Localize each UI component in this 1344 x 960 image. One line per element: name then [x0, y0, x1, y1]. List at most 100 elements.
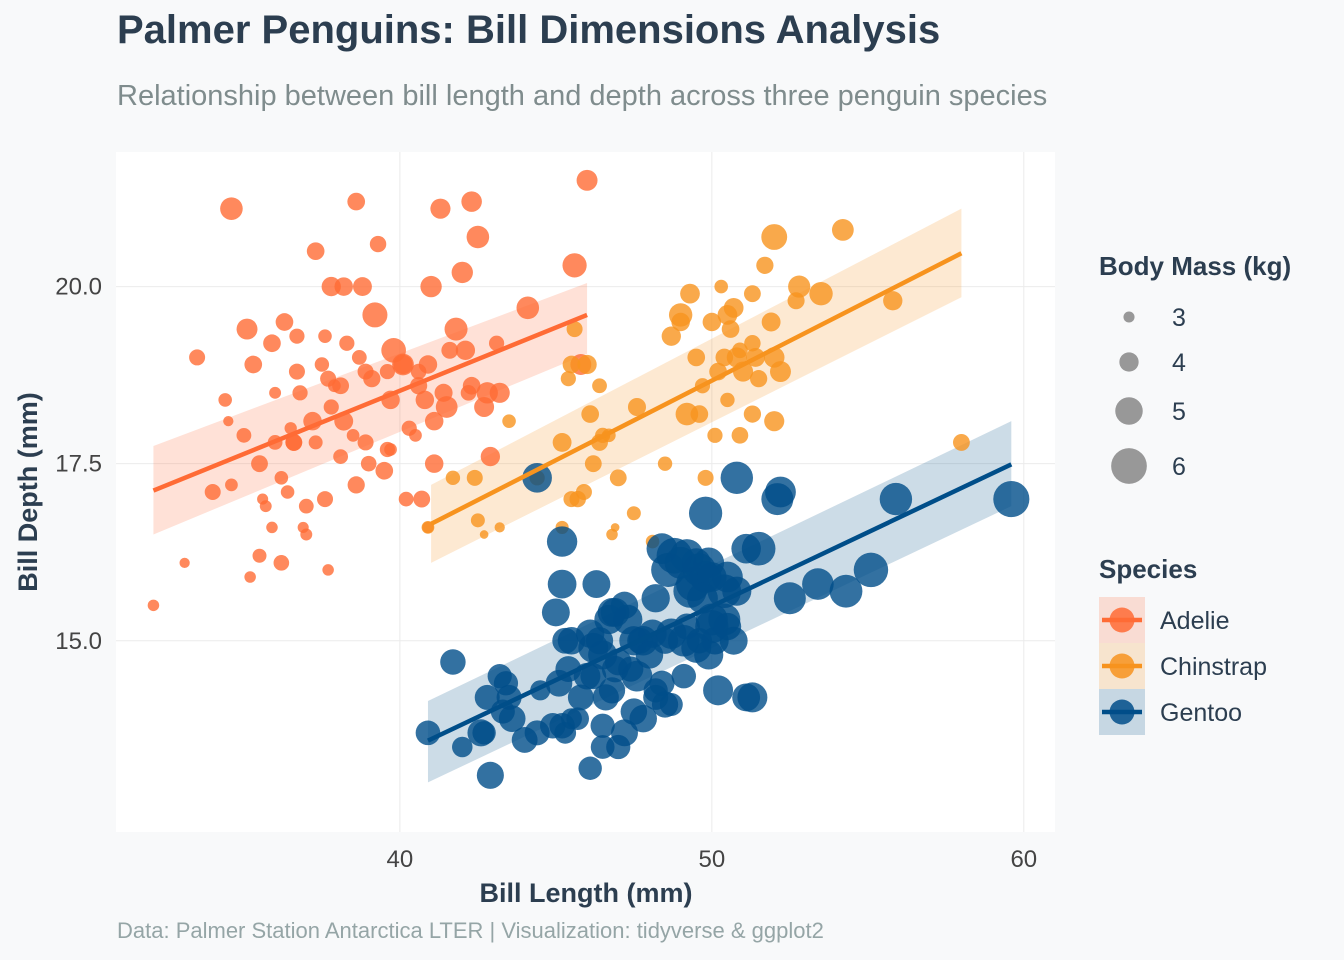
data-point-adelie — [466, 225, 490, 249]
data-point-adelie — [418, 355, 438, 374]
data-point-adelie — [220, 197, 243, 220]
y-axis-ticks: 15.0 17.5 20.0 — [55, 274, 102, 655]
data-point-gentoo — [566, 707, 589, 730]
data-point-gentoo — [802, 568, 834, 600]
x-tick-label: 50 — [698, 846, 725, 873]
data-point-adelie — [415, 390, 435, 410]
data-point-adelie — [353, 277, 372, 297]
data-point-adelie — [300, 528, 313, 541]
data-point-gentoo — [611, 719, 638, 747]
data-point-chinstrap — [581, 405, 600, 423]
species-legend-label: Gentoo — [1160, 699, 1242, 727]
data-point-adelie — [252, 548, 267, 563]
data-point-adelie — [346, 428, 360, 442]
data-point-adelie — [274, 471, 289, 485]
data-point-adelie — [489, 382, 510, 403]
data-point-chinstrap — [697, 469, 714, 486]
data-point-adelie — [480, 446, 501, 467]
data-point-gentoo — [719, 626, 748, 655]
size-legend-key — [1123, 311, 1135, 323]
data-point-adelie — [204, 483, 221, 501]
data-point-adelie — [244, 355, 263, 374]
data-point-adelie — [488, 335, 505, 351]
data-point-adelie — [424, 411, 444, 431]
data-point-chinstrap — [687, 348, 706, 367]
data-point-chinstrap — [627, 397, 647, 417]
x-tick-label: 40 — [387, 846, 414, 873]
data-point-adelie — [409, 428, 422, 442]
data-point-chinstrap — [609, 469, 627, 487]
data-point-adelie — [413, 490, 431, 508]
data-point-chinstrap — [714, 279, 728, 294]
data-point-gentoo — [643, 684, 669, 710]
data-point-gentoo — [993, 481, 1030, 518]
data-point-adelie — [269, 386, 282, 399]
data-point-adelie — [332, 377, 350, 395]
data-point-adelie — [420, 275, 442, 298]
data-point-adelie — [314, 357, 330, 372]
data-point-gentoo — [671, 663, 697, 689]
trend-line-adelie — [152, 312, 588, 493]
size-legend-label: 5 — [1172, 398, 1186, 426]
data-point-adelie — [347, 192, 366, 211]
data-point-chinstrap — [562, 355, 581, 374]
species-legend-label: Chinstrap — [1160, 653, 1267, 681]
species-legend-label: Adelie — [1160, 607, 1230, 635]
data-point-adelie — [351, 350, 367, 365]
data-point-adelie — [280, 485, 295, 499]
data-point-chinstrap — [445, 470, 461, 486]
data-point-adelie — [236, 318, 258, 340]
data-point-adelie — [461, 191, 482, 212]
data-point-gentoo — [476, 761, 504, 789]
chart-title: Palmer Penguins: Bill Dimensions Analysi… — [117, 8, 941, 52]
data-point-adelie — [298, 498, 314, 514]
chart-subtitle: Relationship between bill length and dep… — [117, 80, 1048, 112]
data-point-chinstrap — [566, 321, 583, 338]
data-point-chinstrap — [731, 426, 749, 444]
data-point-gentoo — [598, 677, 626, 704]
data-point-adelie — [244, 571, 256, 583]
data-point-gentoo — [600, 598, 630, 627]
data-point-gentoo — [440, 649, 466, 675]
data-point-chinstrap — [809, 281, 833, 306]
data-point-chinstrap — [494, 522, 505, 533]
data-point-adelie — [424, 454, 444, 473]
data-point-adelie — [347, 476, 365, 494]
data-point-chinstrap — [764, 411, 785, 432]
data-point-adelie — [292, 385, 308, 401]
x-tick-label: 60 — [1010, 846, 1037, 873]
data-point-adelie — [576, 169, 598, 191]
trend-line-gentoo — [426, 462, 1013, 743]
data-point-adelie — [455, 340, 476, 360]
data-point-adelie — [147, 599, 160, 612]
data-point-chinstrap — [577, 354, 597, 375]
data-point-chinstrap — [702, 312, 722, 332]
data-point-gentoo — [452, 736, 473, 758]
data-point-adelie — [306, 242, 325, 260]
data-point-chinstrap — [675, 402, 699, 426]
data-point-gentoo — [541, 598, 570, 627]
data-point-adelie — [379, 441, 396, 458]
data-point-chinstrap — [756, 256, 774, 274]
data-point-chinstrap — [723, 297, 744, 318]
size-legend-key — [1119, 352, 1139, 372]
data-point-adelie — [308, 435, 323, 450]
data-point-adelie — [189, 349, 206, 366]
species-legend-key-point — [1109, 699, 1135, 725]
data-point-chinstrap — [626, 506, 641, 521]
data-point-adelie — [317, 491, 334, 508]
data-point-chinstrap — [883, 291, 903, 311]
size-legend-label: 6 — [1172, 453, 1186, 481]
species-legend-key-point — [1109, 607, 1135, 633]
data-point-adelie — [218, 393, 232, 407]
size-legend: Body Mass (kg) 3 4 5 6 — [1099, 251, 1291, 484]
data-point-adelie — [379, 363, 396, 380]
data-point-chinstrap — [575, 483, 592, 501]
data-point-chinstrap — [479, 530, 489, 539]
data-point-chinstrap — [610, 523, 620, 532]
data-point-gentoo — [765, 476, 796, 508]
data-point-chinstrap — [761, 224, 788, 250]
data-point-adelie — [430, 198, 451, 219]
data-point-adelie — [251, 455, 268, 473]
data-point-chinstrap — [661, 326, 681, 346]
